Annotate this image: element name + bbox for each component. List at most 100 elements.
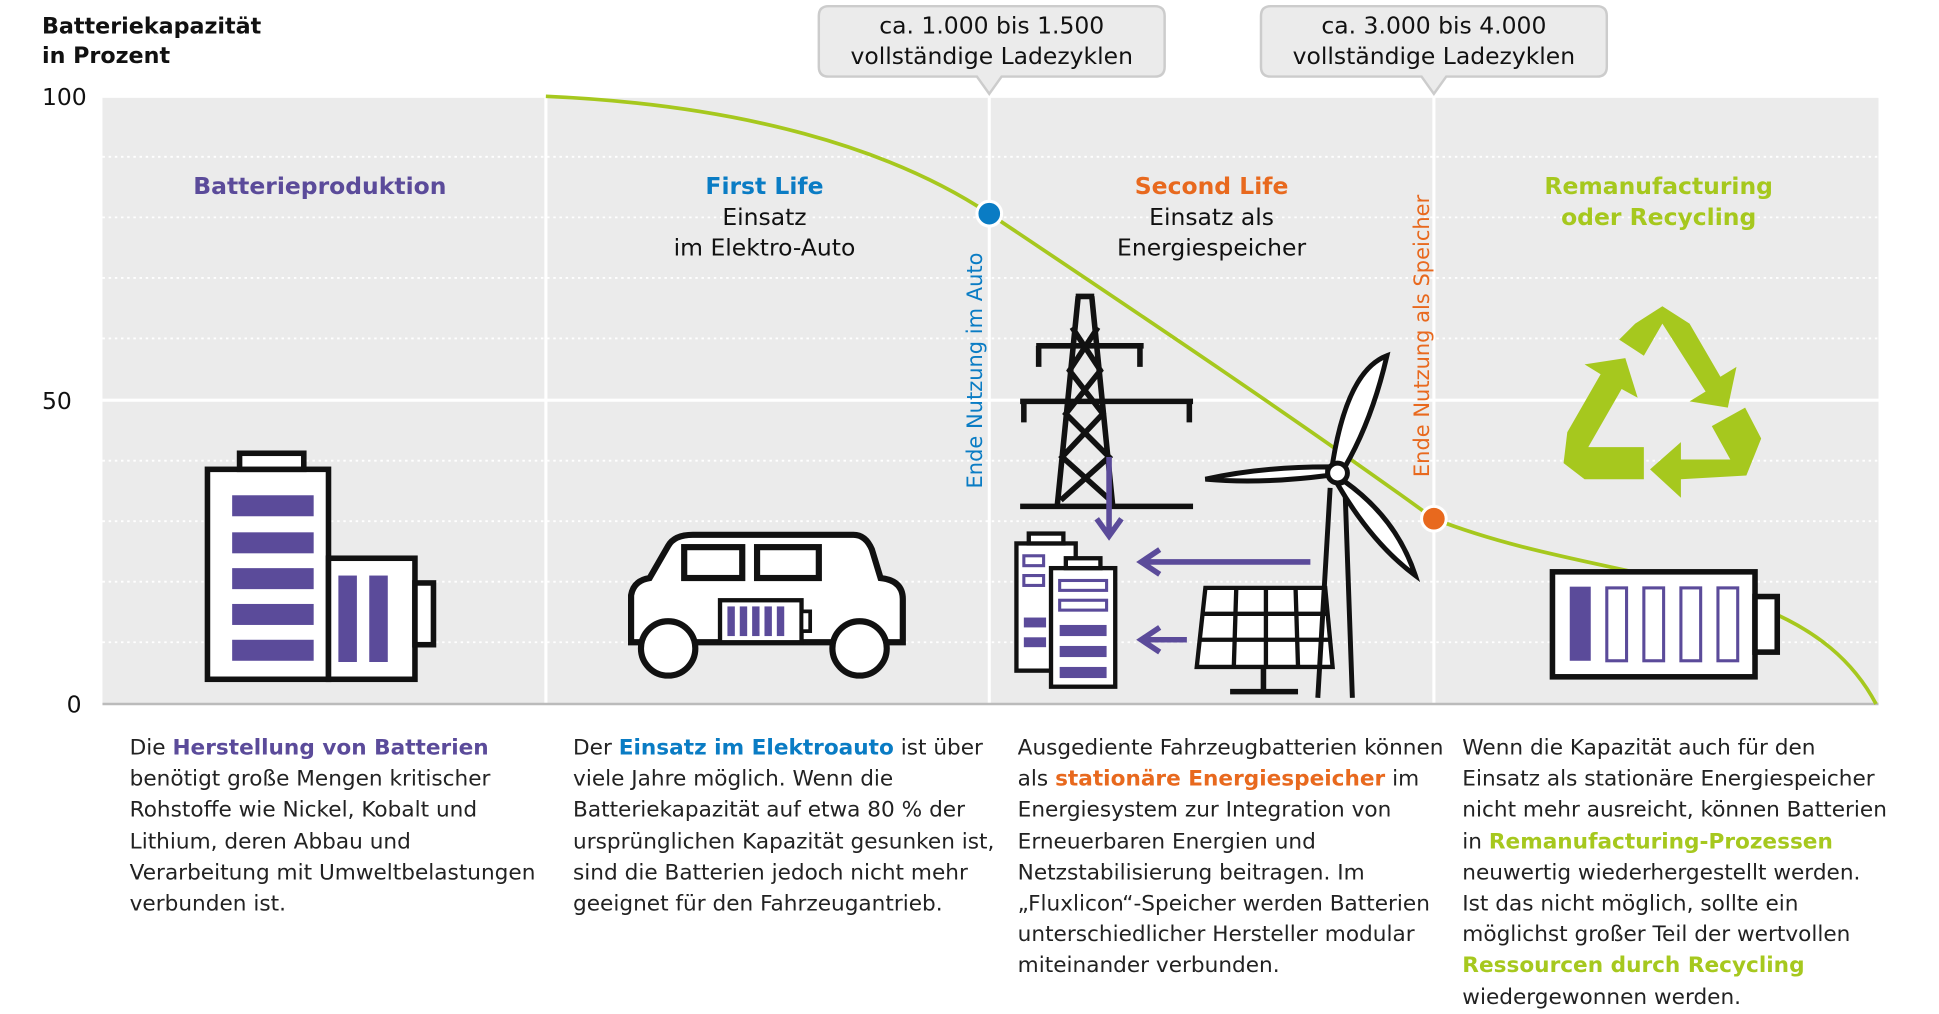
phase-heading: First Life [705,172,823,200]
car-icon-part-part [727,606,735,637]
wind-turbine-icon [1204,351,1421,698]
car-icon-part [727,606,785,637]
solar-panel-icon-part [1200,587,1332,668]
empty-battery-icon-part-part [1605,586,1629,663]
emphasis: Herstellung von Batterien [172,736,489,761]
battery-icon-part-part [232,639,314,661]
phase-heading: Remanufacturing [1544,172,1773,200]
phase-heading: Second Life [1135,172,1289,200]
car-icon-part-part [739,606,748,637]
emphasis: Ressourcen durch Recycling [1462,954,1805,979]
callout-text: ca. 1.000 bis 1.500 [879,11,1104,39]
car-icon-part [829,618,890,679]
pylon-icon-part [1020,293,1194,510]
y-tick-label: 0 [67,691,82,719]
description-text: Ausgediente Fahrzeugbatterien können als… [1018,734,1444,983]
battery-icon-part-part [338,575,357,663]
callout-boxes-part [1259,4,1609,96]
text-run: Ausgediente Fahrzeugbatterien können als [1017,736,1444,792]
text-run: neuwertig wiederhergestellt werden. Ist … [1462,860,1861,948]
callout-boxes-part [817,4,1166,96]
storage-batteries-icon-part-part [1022,554,1046,568]
text-run: im Energiesystem zur Integration von Ern… [1017,767,1430,979]
flow-arrows-part [1136,625,1187,655]
phase-description: Der Einsatz im Elektroauto ist über viel… [573,736,995,917]
storage-batteries-icon [1014,531,1118,689]
text-run: Wenn die Kapazität auch für den Einsatz … [1462,736,1887,855]
empty-battery-icon-part [1752,593,1781,655]
storage-batteries-icon-part-part [1023,637,1047,648]
empty-battery-icon [1549,569,1781,680]
battery-icon-part [412,580,437,648]
battery-icon-part-part [232,568,314,590]
callout-boxes [817,4,1609,96]
wind-turbine-icon-part [1204,464,1331,484]
battery-icon-part-part [369,575,388,663]
battery-icon-part-part [232,603,314,625]
battery-icon-part-part [232,532,314,554]
storage-batteries-icon-part-part [1022,574,1046,587]
text-run: Die [129,736,173,761]
recycle-icon-part [1650,407,1762,498]
marker-dot [975,199,1004,228]
storage-batteries-icon-part-part [1059,645,1107,658]
recycle-icon [1563,306,1762,498]
car-icon [628,531,906,679]
wind-turbine-icon-part [1315,487,1355,698]
callout-text: ca. 3.000 bis 4.000 [1321,11,1546,39]
storage-batteries-icon-part-part [1059,624,1107,637]
empty-battery-icon-part [1605,586,1740,663]
battery-icon-part [236,450,307,473]
empty-battery-icon-part-part [1716,586,1740,663]
grid-solid [102,76,1879,704]
car-icon-part-part [752,606,760,637]
phase-subtitle: Einsatz als [1149,203,1274,231]
pylon-icon [1020,293,1194,510]
car-icon-part [681,544,746,582]
emphasis: Remanufacturing-Prozessen [1488,829,1833,855]
y-tick-label: 50 [42,387,72,415]
phase-description: Wenn die Kapazität auch für den Einsatz … [1462,736,1887,1010]
wind-turbine-icon-part [1333,478,1421,583]
recycle-icon-part [1619,306,1737,408]
text-run: Der [573,736,619,761]
marker-label: Ende Nutzung im Auto [963,253,987,489]
storage-batteries-icon-part-part [1023,617,1047,628]
car-icon-part-part [764,606,772,637]
empty-battery-icon-part-part [1679,586,1703,663]
phase-heading: oder Recycling [1561,203,1756,231]
marker-label: Ende Nutzung als Speicher [1410,194,1434,477]
storage-batteries-icon-part-part [1058,578,1109,592]
text-run: ist über viele Jahre möglich. Wenn die B… [573,736,995,917]
axis-title: in Prozent [42,43,170,69]
flow-arrows-part [1136,547,1311,577]
callout-text: vollständige Ladezyklen [1293,42,1575,70]
phase-subtitle: Einsatz [722,203,806,231]
emphasis: Einsatz im Elektroauto [618,736,894,761]
wind-turbine-icon-part [1325,460,1350,486]
car-icon-part [799,609,813,633]
storage-batteries-icon-part-part [1059,666,1107,679]
storage-batteries-icon-part [1022,554,1109,612]
battery-icon-part [232,495,388,663]
car-icon-part [753,544,822,582]
flow-arrows [1094,456,1311,655]
callout-text: vollständige Ladezyklen [851,42,1133,70]
phase-heading: Batterieproduktion [193,172,446,200]
text-run: wiedergewonnen werden. [1462,985,1742,1010]
emphasis: stationäre Energiespeicher [1055,767,1386,792]
car-icon-part [637,618,699,679]
phase-subtitle: im Elektro-Auto [674,234,856,262]
battery-icon-part-part [232,495,314,517]
recycle-icon-part [1563,358,1644,480]
solar-panel-icon-part [1230,666,1299,695]
solar-panel-icon [1194,585,1335,695]
marker-dot [1419,504,1448,533]
text-run: benötigt große Mengen kritischer Rohstof… [129,767,536,917]
y-tick-label: 100 [42,83,87,111]
wind-turbine-icon-part [1329,351,1391,470]
flow-arrows-part [1094,456,1124,541]
empty-battery-icon-part-part [1642,586,1666,663]
